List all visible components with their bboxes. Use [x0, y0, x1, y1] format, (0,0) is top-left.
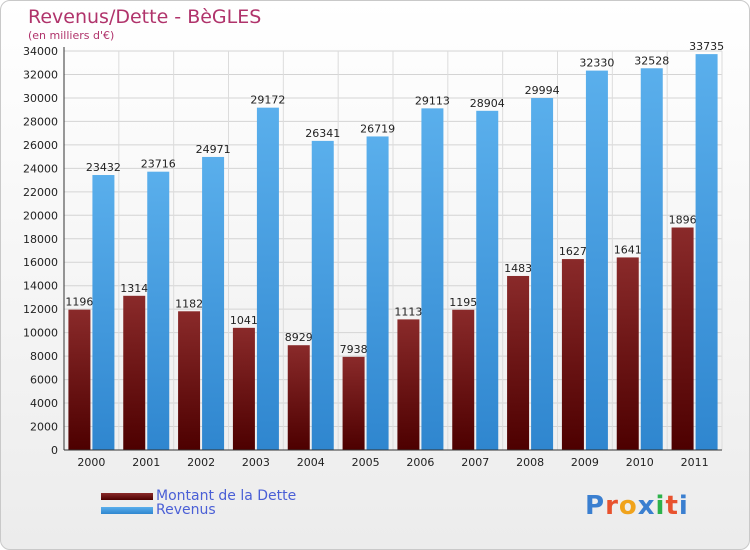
data-label-revenue: 29113	[415, 94, 450, 107]
data-label-debt: 7938	[340, 343, 368, 356]
bar-revenue	[695, 54, 718, 450]
legend-item-revenue: Revenus	[101, 502, 216, 518]
y-tick-label: 10000	[23, 327, 58, 340]
chart-title: Revenus/Dette - BèGLES	[28, 6, 262, 28]
x-tick-label: 2011	[681, 456, 709, 469]
x-tick-label: 2001	[132, 456, 160, 469]
y-tick-label: 32000	[23, 68, 58, 81]
bar-revenue	[147, 171, 170, 450]
data-label-debt: 1314	[120, 282, 148, 295]
bar-debt	[397, 319, 420, 450]
chart-subtitle: (en milliers d'€)	[28, 29, 115, 42]
bar-debt	[452, 309, 475, 450]
x-tick-label: 2005	[352, 456, 380, 469]
bar-debt	[123, 295, 146, 450]
data-label-revenue: 32330	[579, 57, 614, 70]
bar-revenue	[585, 70, 608, 451]
x-tick-label: 2009	[571, 456, 599, 469]
x-tick-label: 2010	[626, 456, 654, 469]
bar-revenue	[92, 175, 115, 450]
bar-revenue	[311, 140, 334, 450]
bar-revenue	[202, 156, 225, 450]
bar-revenue	[531, 98, 554, 450]
data-label-debt: 1627	[559, 245, 587, 258]
y-tick-label: 6000	[30, 374, 58, 387]
data-label-revenue: 26341	[305, 127, 340, 140]
y-tick-label: 24000	[23, 162, 58, 175]
bar-debt	[507, 275, 530, 450]
y-tick-label: 8000	[30, 350, 58, 363]
data-label-debt: 1483	[504, 262, 532, 275]
bar-revenue	[476, 110, 499, 450]
bar-debt	[561, 259, 584, 450]
data-label-revenue: 29994	[525, 84, 560, 97]
data-label-debt: 1113	[394, 305, 422, 318]
x-tick-label: 2000	[77, 456, 105, 469]
data-label-revenue: 33735	[689, 40, 724, 53]
bar-debt	[616, 257, 639, 450]
x-tick-label: 2004	[297, 456, 325, 469]
data-label-debt: 1196	[65, 296, 93, 309]
y-tick-label: 2000	[30, 421, 58, 434]
bar-debt	[68, 309, 91, 450]
data-label-revenue: 29172	[250, 94, 285, 107]
x-tick-label: 2007	[461, 456, 489, 469]
bar-revenue	[256, 107, 279, 451]
legend-item-debt: Montant de la Dette	[101, 488, 296, 504]
data-label-debt: 8929	[285, 331, 313, 344]
y-tick-label: 26000	[23, 139, 58, 152]
y-tick-label: 30000	[23, 92, 58, 105]
y-tick-label: 28000	[23, 115, 58, 128]
y-tick-label: 34000	[23, 45, 58, 58]
data-label-revenue: 23716	[141, 158, 176, 171]
data-label-revenue: 28904	[470, 97, 505, 110]
bar-revenue	[640, 68, 663, 450]
bar-debt	[287, 345, 310, 450]
bar-revenue	[421, 108, 444, 451]
data-label-debt: 1041	[230, 314, 258, 327]
bar-debt	[342, 356, 365, 450]
bar-revenue	[366, 136, 389, 450]
data-label-revenue: 24971	[196, 143, 231, 156]
y-tick-label: 18000	[23, 233, 58, 246]
data-label-debt: 1195	[449, 296, 477, 309]
y-tick-label: 16000	[23, 256, 58, 269]
legend-swatch-debt	[101, 492, 153, 500]
data-label-debt: 1182	[175, 297, 203, 310]
data-label-debt: 1641	[614, 243, 642, 256]
bar-debt	[178, 311, 201, 450]
legend-swatch-revenue	[101, 506, 153, 514]
bar-debt	[671, 227, 694, 450]
y-tick-label: 4000	[30, 397, 58, 410]
legend-label-revenue: Revenus	[156, 502, 216, 518]
data-label-revenue: 32528	[634, 54, 669, 67]
proxiti-logo: Proxiti	[585, 491, 689, 521]
y-tick-label: 22000	[23, 186, 58, 199]
legend-label-debt: Montant de la Dette	[156, 488, 297, 504]
data-label-revenue: 23432	[86, 161, 121, 174]
y-tick-label: 14000	[23, 280, 58, 293]
data-label-debt: 1896	[669, 213, 697, 226]
x-tick-label: 2006	[406, 456, 434, 469]
y-tick-label: 12000	[23, 303, 58, 316]
x-tick-label: 2003	[242, 456, 270, 469]
x-tick-label: 2008	[516, 456, 544, 469]
bar-debt	[232, 327, 255, 450]
y-tick-label: 20000	[23, 209, 58, 222]
x-tick-label: 2002	[187, 456, 215, 469]
data-label-revenue: 26719	[360, 122, 395, 135]
y-tick-label: 0	[51, 444, 58, 457]
